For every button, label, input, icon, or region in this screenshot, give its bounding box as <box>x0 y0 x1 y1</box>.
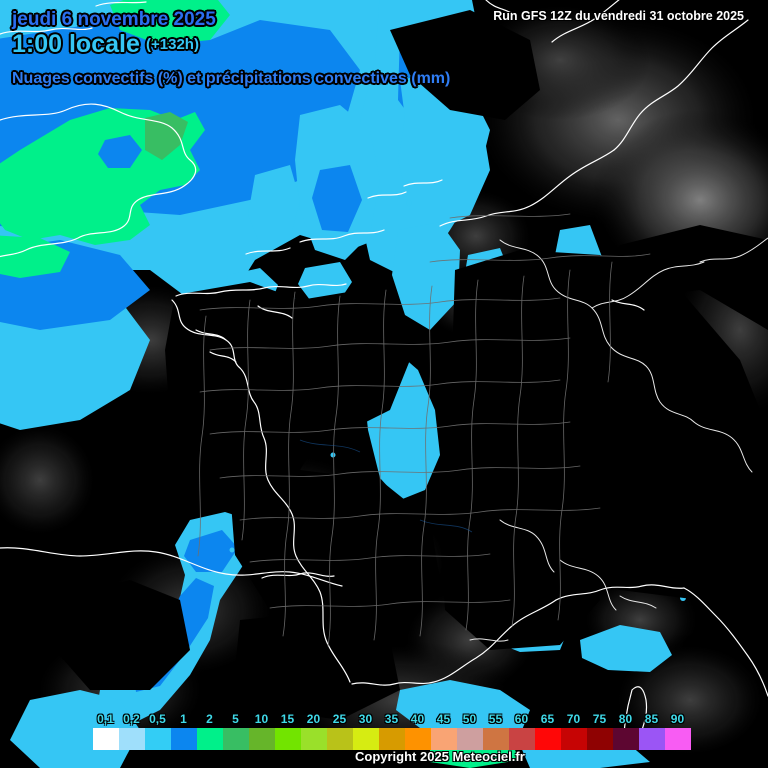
precip-speck-2 <box>229 547 235 553</box>
legend-tick-label: 1 <box>180 712 187 726</box>
legend-swatch <box>145 728 171 750</box>
precip-area-green-darker <box>145 112 188 160</box>
legend-swatch <box>379 728 405 750</box>
legend-tick-label: 60 <box>514 712 529 726</box>
precip-area-blue-sw2 <box>184 530 238 572</box>
legend-color-bar <box>93 728 691 750</box>
precip-speck-1 <box>330 452 336 458</box>
precip-area-cyan-nord <box>392 222 460 330</box>
legend-tick-label: 0,1 <box>97 712 114 726</box>
precip-area-blue-belgium <box>312 165 362 232</box>
legend-tick-label: 40 <box>410 712 425 726</box>
model-run-label: Run GFS 12Z du vendredi 31 octobre 2025 <box>493 9 744 23</box>
precipitation-color-scale: 0,1 0,2 0,5 1 2 5 10 15 20 25 30 35 40 45 50 55 60 65 70 75… <box>93 712 693 760</box>
legend-swatch <box>613 728 639 750</box>
copyright-label: Copyright 2025 Meteociel.fr <box>355 749 525 764</box>
legend-swatch <box>223 728 249 750</box>
legend-tick-label: 20 <box>306 712 321 726</box>
legend-swatch <box>639 728 665 750</box>
river-layer <box>299 439 473 533</box>
precip-area-cyan-med3 <box>396 680 530 740</box>
legend-tick-label: 35 <box>384 712 399 726</box>
legend-tick-label: 0,2 <box>123 712 140 726</box>
legend-swatch <box>275 728 301 750</box>
country-border-layer <box>469 237 768 642</box>
legend-tick-label: 70 <box>566 712 581 726</box>
legend-swatch <box>509 728 535 750</box>
legend-tick-label: 0,5 <box>149 712 166 726</box>
legend-swatch <box>249 728 275 750</box>
precip-area-green-uk-2 <box>0 235 70 278</box>
legend-swatch <box>561 728 587 750</box>
department-border-layer <box>197 213 651 647</box>
precip-hole-blue-inner <box>98 135 142 168</box>
legend-swatch <box>405 728 431 750</box>
legend-swatch <box>665 728 691 750</box>
legend-swatch <box>483 728 509 750</box>
legend-tick-labels: 0,1 0,2 0,5 1 2 5 10 15 20 25 30 35 40 45 50 55 60 65 70 75… <box>93 712 693 728</box>
legend-tick-label: 45 <box>436 712 451 726</box>
clear-sky-mask <box>55 10 768 720</box>
legend-tick-label: 2 <box>206 712 213 726</box>
legend-swatch <box>171 728 197 750</box>
legend-tick-label: 5 <box>232 712 239 726</box>
precip-area-green-nw <box>110 0 230 45</box>
precip-area-cyan-normandy <box>298 262 352 300</box>
legend-tick-label: 90 <box>670 712 685 726</box>
forecast-time-label: 1:00 locale <box>12 30 140 58</box>
legend-swatch <box>431 728 457 750</box>
legend-tick-label: 55 <box>488 712 503 726</box>
legend-swatch <box>327 728 353 750</box>
legend-tick-label: 50 <box>462 712 477 726</box>
legend-swatch <box>197 728 223 750</box>
legend-tick-label: 75 <box>592 712 607 726</box>
precip-speck-6 <box>406 200 412 206</box>
legend-tick-label: 65 <box>540 712 555 726</box>
forecast-parameter-label: Nuages convectifs (%) et précipitations … <box>12 70 451 87</box>
legend-swatch <box>457 728 483 750</box>
legend-tick-label: 30 <box>358 712 373 726</box>
legend-swatch <box>353 728 379 750</box>
legend-tick-label: 10 <box>254 712 269 726</box>
legend-tick-label: 25 <box>332 712 347 726</box>
precip-area-cyan-med2 <box>580 625 672 672</box>
legend-tick-label: 15 <box>280 712 295 726</box>
forecast-offset-label: (+132h) <box>146 36 199 53</box>
forecast-date-label: jeudi 6 novembre 2025 <box>12 9 216 30</box>
legend-swatch <box>301 728 327 750</box>
legend-swatch <box>93 728 119 750</box>
precip-area-cyan-nfrance <box>248 165 300 250</box>
legend-swatch <box>587 728 613 750</box>
legend-swatch <box>535 728 561 750</box>
legend-swatch <box>119 728 145 750</box>
legend-tick-label: 85 <box>644 712 659 726</box>
legend-tick-label: 80 <box>618 712 633 726</box>
